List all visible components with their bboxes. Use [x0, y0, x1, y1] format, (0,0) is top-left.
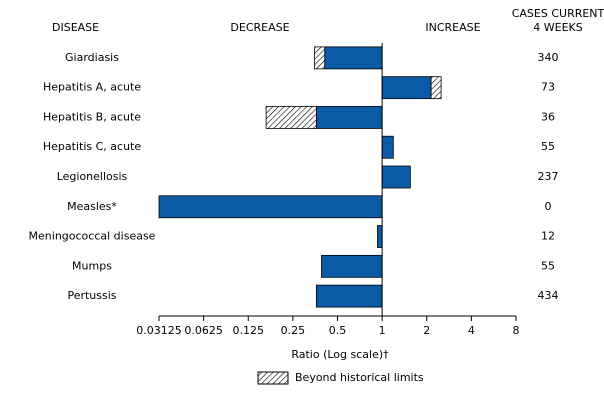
cases-header: CASES CURRENT — [512, 7, 604, 20]
y-tick-label: Hepatitis B, acute — [43, 110, 141, 123]
bar — [315, 106, 383, 129]
cases-value: 12 — [541, 230, 555, 243]
beyond-limits — [265, 106, 317, 129]
x-tick-label: 0.5 — [329, 324, 347, 337]
bar — [377, 225, 383, 248]
bar — [158, 195, 383, 219]
cases-value: 0 — [545, 200, 552, 213]
y-tick-label: Hepatitis A, acute — [43, 81, 141, 94]
legend-label: Beyond historical limits — [295, 371, 424, 384]
cases-value: 237 — [538, 170, 559, 183]
cases-value: 55 — [541, 140, 555, 153]
beyond-limits — [430, 76, 442, 100]
y-tick-label: Measles* — [67, 200, 117, 213]
category-header: DISEASE — [52, 21, 99, 34]
y-tick-label: Mumps — [72, 259, 112, 272]
decrease-label: DECREASE — [230, 21, 289, 34]
bar — [381, 135, 394, 159]
cases-value: 434 — [538, 289, 559, 302]
y-tick-label: Meningococcal disease — [29, 230, 156, 243]
x-axis-label: Ratio (Log scale)† — [291, 348, 389, 361]
x-tick-label: 0.125 — [233, 324, 265, 337]
increase-label: INCREASE — [425, 21, 480, 34]
bar — [381, 76, 432, 100]
bar — [324, 46, 383, 70]
x-tick-label: 4 — [468, 324, 475, 337]
x-tick-label: 0.25 — [281, 324, 306, 337]
cases-value: 55 — [541, 259, 555, 272]
cases-value: 36 — [541, 110, 555, 123]
beyond-limits — [314, 46, 326, 70]
y-tick-label: Giardiasis — [65, 51, 119, 64]
x-tick-label: 8 — [513, 324, 520, 337]
legend-swatch — [257, 371, 289, 385]
y-tick-label: Hepatitis C, acute — [43, 140, 141, 153]
y-tick-label: Pertussis — [67, 289, 116, 302]
cases-value: 73 — [541, 81, 555, 94]
bar — [321, 254, 383, 278]
x-tick-label: 2 — [423, 324, 430, 337]
cases-value: 340 — [538, 51, 559, 64]
y-tick-label: Legionellosis — [57, 170, 128, 183]
x-tick-label: 0.03125 — [136, 324, 182, 337]
x-tick-label: 1 — [379, 324, 386, 337]
cases-header: 4 WEEKS — [533, 21, 582, 34]
bar — [315, 284, 383, 308]
x-tick-label: 0.0625 — [184, 324, 223, 337]
bar — [381, 165, 411, 189]
